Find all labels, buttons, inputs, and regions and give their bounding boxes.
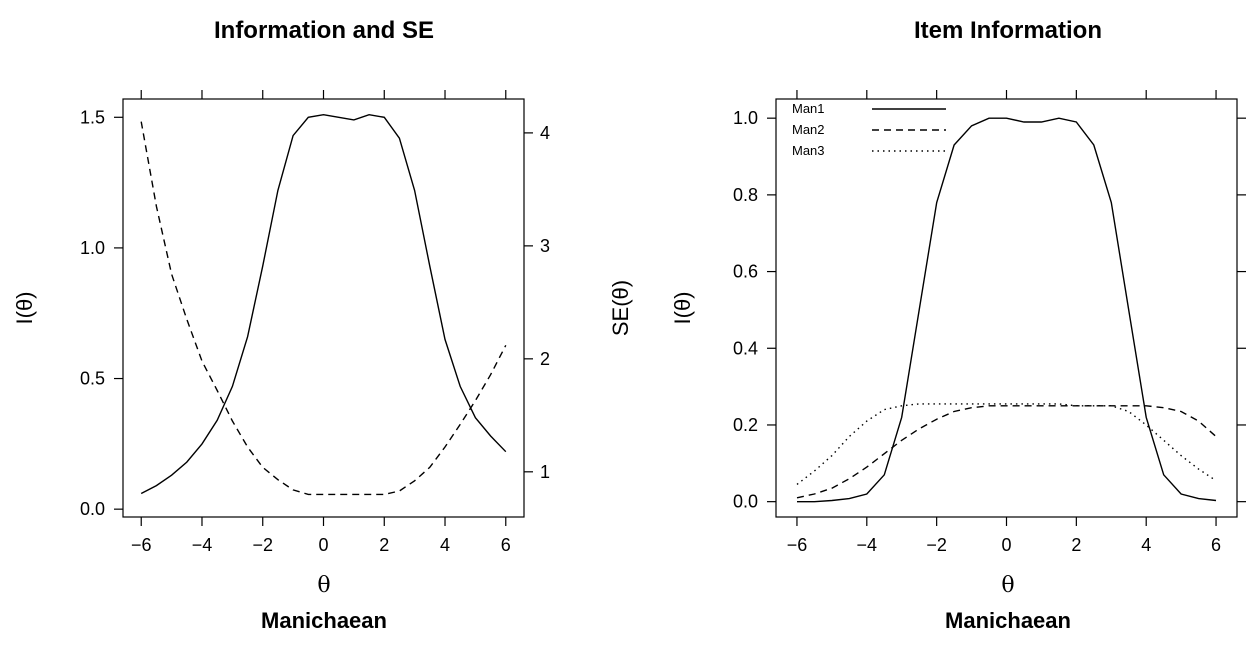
y-axis-label: I(θ) bbox=[12, 292, 37, 325]
x-tick-label: 2 bbox=[1071, 535, 1081, 555]
y-tick-label: 0.4 bbox=[733, 338, 758, 358]
x-tick-label: −4 bbox=[192, 535, 213, 555]
information-se-panel: Information and SE θ Manichaean I(θ) SE(… bbox=[12, 17, 633, 633]
series-line-man1 bbox=[797, 118, 1216, 502]
y-tick-label: 0.5 bbox=[80, 369, 105, 389]
y-tick-label: 0.0 bbox=[80, 499, 105, 519]
y2-tick-label: 2 bbox=[540, 349, 550, 369]
x-tick-label: −4 bbox=[857, 535, 878, 555]
x-axis-label: θ bbox=[317, 573, 330, 598]
y-tick-label: 1.0 bbox=[733, 108, 758, 128]
y2-axis-label: SE(θ) bbox=[608, 280, 633, 336]
legend-label: Man1 bbox=[792, 101, 825, 116]
x-tick-label: 0 bbox=[1001, 535, 1011, 555]
x-tick-label: 4 bbox=[1141, 535, 1151, 555]
x-axis-sublabel: Manichaean bbox=[945, 608, 1071, 633]
x-tick-label: 6 bbox=[1211, 535, 1221, 555]
x-tick-label: 6 bbox=[501, 535, 511, 555]
y-tick-label: 0.0 bbox=[733, 492, 758, 512]
y-tick-label: 1.5 bbox=[80, 107, 105, 127]
plot-frame bbox=[776, 99, 1237, 517]
x-tick-label: 4 bbox=[440, 535, 450, 555]
y-axis-label: I(θ) bbox=[670, 292, 695, 325]
x-tick-label: −6 bbox=[787, 535, 808, 555]
chart-title: Item Information bbox=[914, 17, 1102, 44]
x-tick-label: −2 bbox=[926, 535, 947, 555]
x-tick-label: 0 bbox=[318, 535, 328, 555]
y-tick-label: 1.0 bbox=[80, 238, 105, 258]
plot-frame bbox=[123, 99, 524, 517]
x-axis-label: θ bbox=[1001, 573, 1014, 598]
y-tick-label: 0.8 bbox=[733, 185, 758, 205]
x-tick-label: −6 bbox=[131, 535, 152, 555]
legend-label: Man3 bbox=[792, 143, 825, 158]
x-tick-label: 2 bbox=[379, 535, 389, 555]
x-axis-sublabel: Manichaean bbox=[261, 608, 387, 633]
y2-tick-label: 3 bbox=[540, 236, 550, 256]
y2-tick-label: 4 bbox=[540, 123, 550, 143]
item-information-panel: Item Information θ Manichaean I(θ) −6 −4 −… bbox=[670, 17, 1246, 633]
series-line-man2 bbox=[797, 406, 1216, 498]
y2-tick-label: 1 bbox=[540, 462, 550, 482]
chart-title: Information and SE bbox=[214, 17, 434, 44]
series-line-man3 bbox=[797, 404, 1216, 485]
series-line-se bbox=[141, 122, 506, 495]
legend: Man1 Man2 Man3 bbox=[792, 101, 946, 158]
y-tick-label: 0.2 bbox=[733, 415, 758, 435]
legend-label: Man2 bbox=[792, 122, 825, 137]
y-tick-label: 0.6 bbox=[733, 262, 758, 282]
x-tick-label: −2 bbox=[252, 535, 273, 555]
